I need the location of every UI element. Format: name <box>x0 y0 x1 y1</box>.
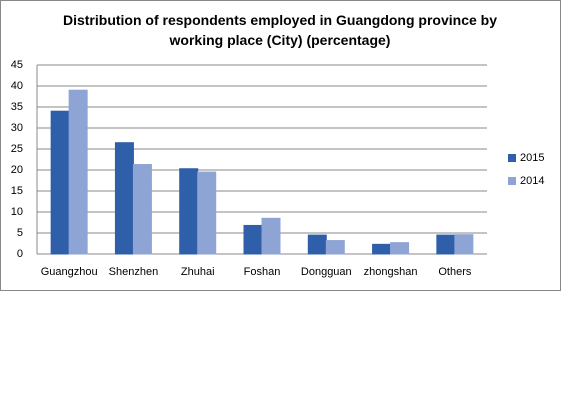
bar <box>68 89 88 255</box>
y-tick-label: 20 <box>11 164 23 176</box>
bar <box>132 164 152 255</box>
y-tick-label: 35 <box>11 101 23 113</box>
bar <box>179 168 199 255</box>
x-tick-label: Guangzhou <box>41 266 98 278</box>
bar <box>325 240 345 255</box>
bar <box>307 234 327 255</box>
y-tick-label: 40 <box>11 80 23 92</box>
bar <box>261 217 281 255</box>
y-tick-label: 25 <box>11 143 23 155</box>
x-tick-label: Foshan <box>244 266 281 278</box>
chart-title: Distribution of respondents employed in … <box>62 12 498 48</box>
bar <box>390 242 410 255</box>
x-tick-label: Dongguan <box>301 266 352 278</box>
bar <box>243 224 263 255</box>
x-tick-label: zhongshan <box>364 266 418 278</box>
bar <box>454 234 474 255</box>
x-tick-label: Others <box>438 266 472 278</box>
bar <box>436 234 456 255</box>
y-tick-label: 10 <box>11 206 23 218</box>
x-tick-label: Zhuhai <box>181 266 215 278</box>
legend-swatch <box>508 154 516 162</box>
bar <box>114 142 134 255</box>
x-tick-label: Shenzhen <box>109 266 159 278</box>
legend-swatch <box>508 177 516 185</box>
bar <box>50 110 70 255</box>
y-tick-label: 0 <box>17 248 23 260</box>
bar <box>372 243 392 255</box>
y-tick-label: 15 <box>11 185 23 197</box>
y-tick-label: 5 <box>17 227 23 239</box>
legend-label: 2014 <box>520 175 544 187</box>
bar <box>197 171 217 255</box>
legend-label: 2015 <box>520 152 544 164</box>
y-tick-label: 45 <box>11 59 23 71</box>
y-tick-label: 30 <box>11 122 23 134</box>
